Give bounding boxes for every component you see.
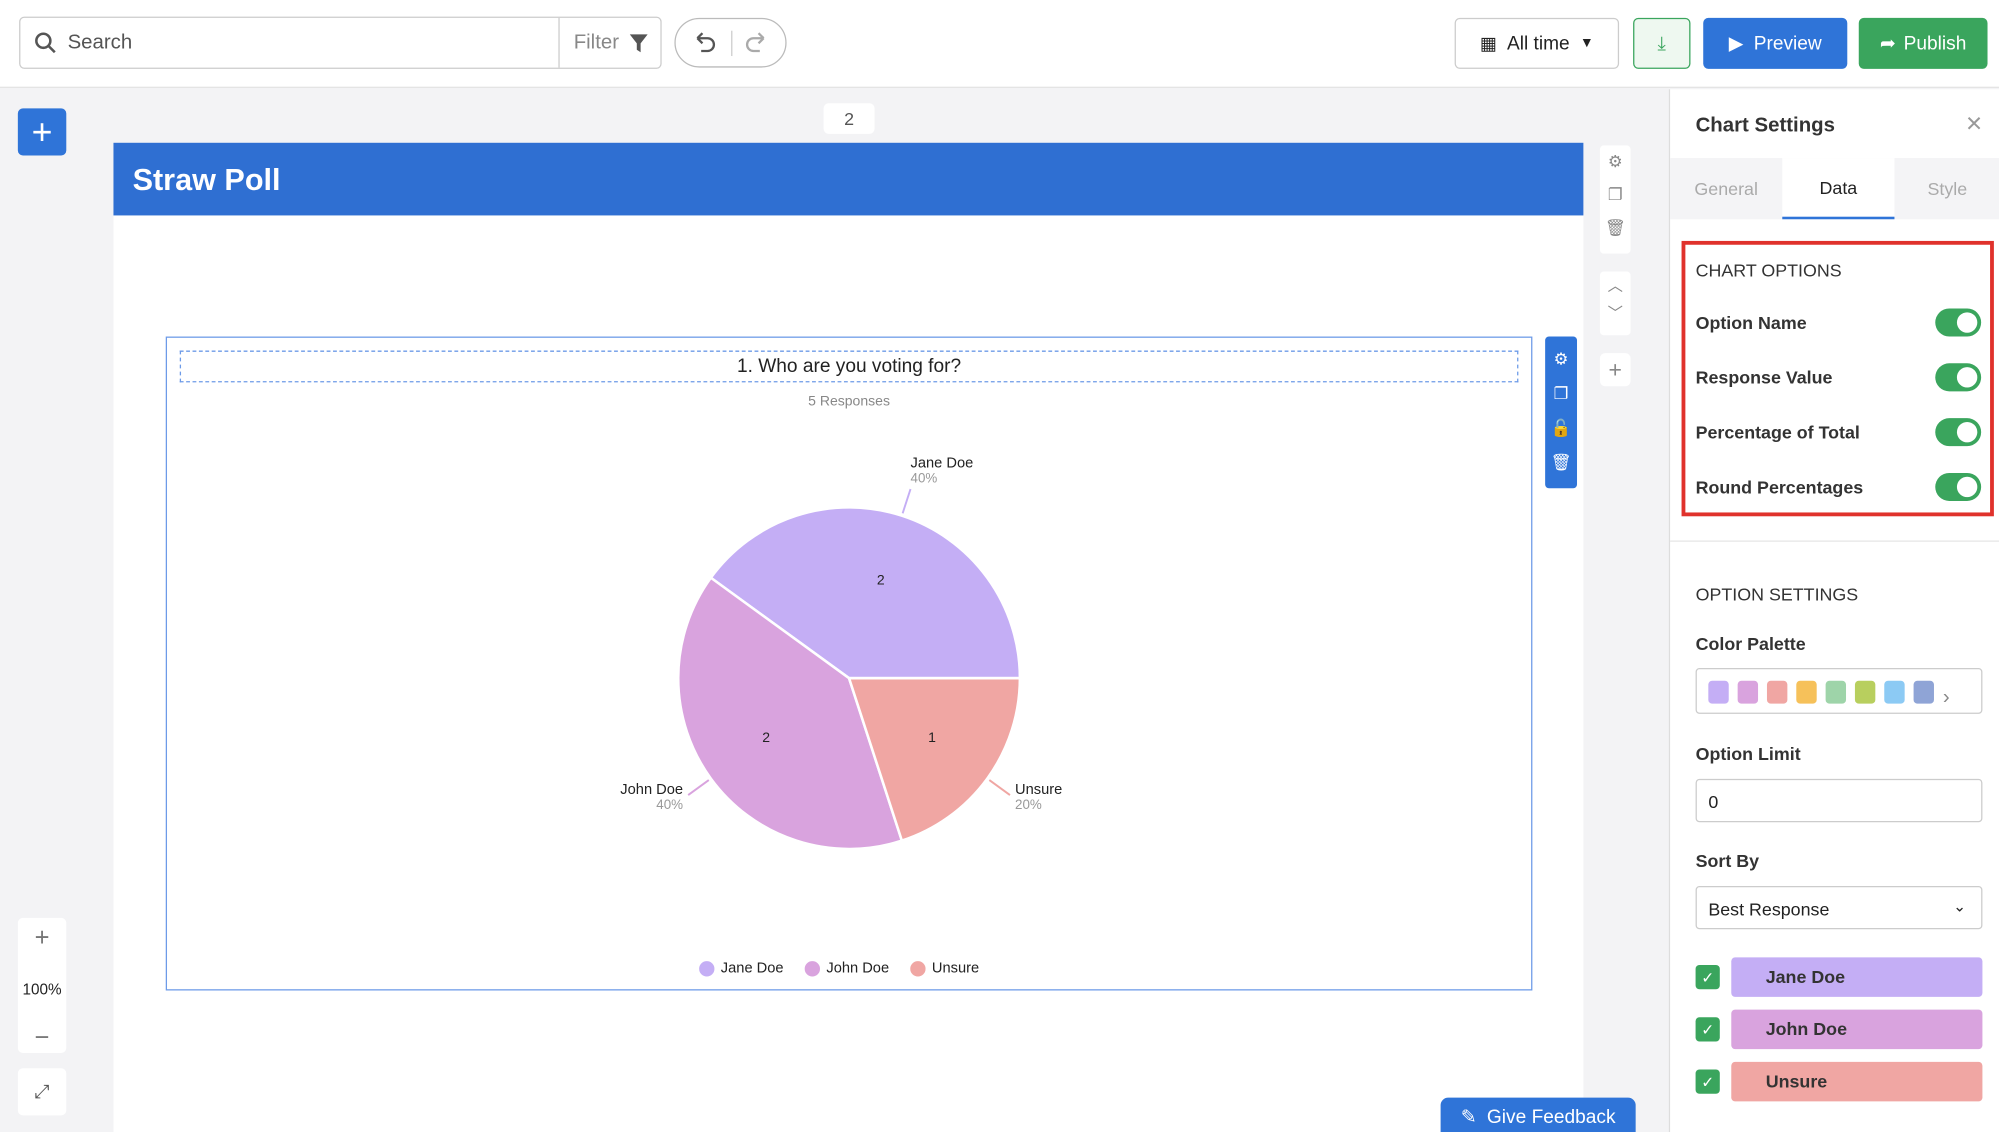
pie-slice xyxy=(676,575,904,851)
undo-redo[interactable] xyxy=(674,17,787,68)
field-label: Color Palette xyxy=(1695,633,1806,654)
legend-swatch xyxy=(910,961,926,977)
chart-subtitle: 5 Responses xyxy=(808,392,890,408)
add-page[interactable]: + xyxy=(1599,353,1631,387)
feedback-button[interactable]: ✎ Give Feedback xyxy=(1440,1097,1636,1132)
slice-name: Jane Doe xyxy=(911,455,974,471)
field-label: Option Limit xyxy=(1695,743,1801,764)
legend-label: Jane Doe xyxy=(721,961,784,977)
date-range[interactable]: ▦ All time ▼ xyxy=(1454,17,1620,69)
slice-percent: 40% xyxy=(656,797,683,812)
zoom-in[interactable]: + xyxy=(34,923,50,952)
date-range-label: All time xyxy=(1506,32,1570,55)
title-frame xyxy=(179,350,1519,383)
option-label: Round Percentages xyxy=(1695,476,1864,498)
search-icon xyxy=(35,32,56,54)
chart-tools[interactable]: ⚙ ❐ 🔓 🗑 xyxy=(1545,336,1578,489)
share-icon: ➦ xyxy=(1879,33,1896,55)
option-chip[interactable]: Jane Doe xyxy=(1731,957,1983,997)
filter-icon xyxy=(629,34,648,53)
chart-frame[interactable] xyxy=(165,336,1533,991)
page-title: Straw Poll xyxy=(132,163,281,198)
search-placeholder: Search xyxy=(67,31,133,54)
chart-title: 1. Who are you voting for? xyxy=(737,356,961,377)
preview-label: Preview xyxy=(1753,32,1822,55)
option-label: Response Value xyxy=(1695,367,1833,388)
tab[interactable]: Style xyxy=(1927,178,1968,199)
option-chip[interactable]: Unsure xyxy=(1731,1061,1983,1102)
legend-swatch xyxy=(804,961,820,977)
palette-picker[interactable]: › xyxy=(1695,667,1983,714)
divider xyxy=(558,17,560,68)
toggle[interactable] xyxy=(1935,308,1982,337)
pie-slice xyxy=(709,506,1022,680)
tab[interactable]: General xyxy=(1694,178,1758,199)
toggle[interactable] xyxy=(1935,472,1982,501)
pie-slice xyxy=(847,676,1022,843)
toggle[interactable] xyxy=(1935,363,1982,392)
publish-label: Publish xyxy=(1903,32,1967,55)
option-chip[interactable]: John Doe xyxy=(1731,1009,1983,1050)
caret: ▼ xyxy=(1579,35,1594,51)
slice-value: 1 xyxy=(928,729,936,745)
leader-line xyxy=(687,779,710,796)
checkbox[interactable]: ✓ xyxy=(1695,1069,1720,1094)
page-tools[interactable]: ⚙ ❐ 🗑 xyxy=(1599,145,1631,254)
option-label: Option Name xyxy=(1695,312,1807,333)
caret: ⌄ xyxy=(1953,897,1966,916)
zoom-level: 100% xyxy=(22,980,62,999)
slice-percent: 20% xyxy=(1015,797,1042,812)
feedback-label: Give Feedback xyxy=(1486,1105,1616,1128)
page-header xyxy=(113,142,1584,216)
checkbox[interactable]: ✓ xyxy=(1695,1017,1720,1042)
legend-label: John Doe xyxy=(826,961,889,977)
legend-label: Unsure xyxy=(932,961,979,977)
publish-button[interactable]: ➦ Publish xyxy=(1858,17,1988,69)
close-button[interactable]: × xyxy=(1965,107,1983,139)
slice-name: John Doe xyxy=(620,782,683,798)
slice-name: Unsure xyxy=(1015,782,1062,798)
filter-button[interactable]: Filter xyxy=(573,31,620,54)
zoom-control xyxy=(17,917,67,1053)
pie-chart: 1. Who are you voting for? 5 Responses 2… xyxy=(620,356,1062,977)
option-label: Percentage of Total xyxy=(1695,421,1860,443)
divider xyxy=(1670,540,1999,542)
add-button[interactable]: + xyxy=(17,108,67,156)
legend-swatch xyxy=(699,961,715,977)
sort-select[interactable]: Best Response xyxy=(1695,885,1983,930)
undo-redo-icons xyxy=(696,30,765,57)
section-heading: OPTION SETTINGS xyxy=(1695,583,1859,605)
move-tools[interactable]: ︿ ﹀ xyxy=(1599,271,1631,336)
play-icon: ▶ xyxy=(1728,33,1744,55)
tab-active[interactable]: Data xyxy=(1782,158,1895,220)
feedback-icon: ✎ xyxy=(1460,1106,1477,1129)
search-box[interactable] xyxy=(19,16,662,69)
zoom-out[interactable]: − xyxy=(34,1023,50,1052)
settings-panel: Chart Settings × General Data Style CHAR… xyxy=(1668,89,1999,1132)
toggle[interactable] xyxy=(1935,418,1982,447)
slice-value: 2 xyxy=(877,571,885,587)
slice-value: 2 xyxy=(762,729,770,745)
download-button[interactable]: ⤓ xyxy=(1633,17,1691,69)
field-label: Sort By xyxy=(1695,850,1760,871)
page-number: 2 xyxy=(823,103,875,134)
slice-percent: 40% xyxy=(911,470,938,485)
preview-button[interactable]: ▶ Preview xyxy=(1703,17,1848,69)
leader-line xyxy=(988,779,1011,796)
fullscreen[interactable]: ⤢ xyxy=(17,1068,67,1116)
checkbox[interactable]: ✓ xyxy=(1695,965,1720,990)
leader-line xyxy=(901,488,912,514)
calendar-icon: ▦ xyxy=(1479,32,1497,53)
panel-title: Chart Settings xyxy=(1695,114,1835,137)
section-heading: CHART OPTIONS xyxy=(1695,260,1842,281)
option-limit-input[interactable]: 0 xyxy=(1695,778,1983,823)
highlight-box xyxy=(1681,240,1994,517)
